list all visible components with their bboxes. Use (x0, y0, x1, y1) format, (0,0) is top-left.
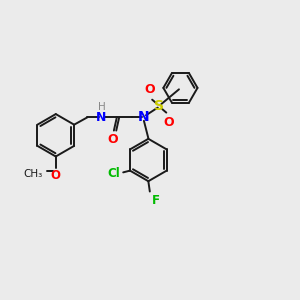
Text: F: F (152, 194, 160, 207)
Text: H: H (98, 102, 105, 112)
Text: Cl: Cl (107, 167, 120, 180)
Text: O: O (145, 83, 155, 96)
Text: N: N (138, 110, 150, 124)
Text: O: O (163, 116, 174, 129)
Text: O: O (51, 169, 61, 182)
Text: N: N (95, 111, 106, 124)
Text: S: S (154, 99, 164, 113)
Text: CH₃: CH₃ (23, 169, 43, 179)
Text: O: O (108, 133, 118, 146)
